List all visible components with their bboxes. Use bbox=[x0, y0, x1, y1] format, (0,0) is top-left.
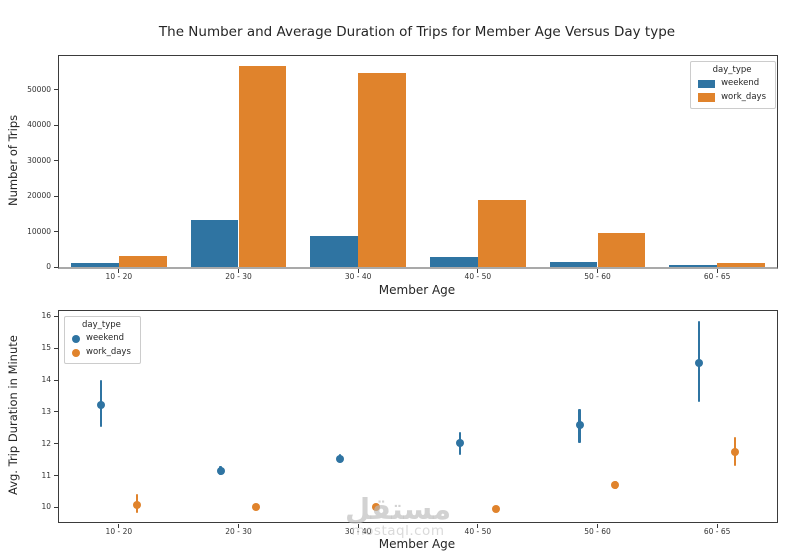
data-point-work_days bbox=[372, 502, 381, 511]
y-tick-label: 11 bbox=[41, 470, 51, 480]
y-tick-label: 13 bbox=[41, 406, 51, 416]
bar-weekend bbox=[70, 263, 119, 267]
x-tick-mark bbox=[597, 269, 598, 273]
bar-work_days bbox=[358, 73, 407, 267]
y-tick-mark bbox=[54, 160, 58, 162]
x-tick-mark bbox=[118, 524, 120, 528]
y-tick-label: 16 bbox=[41, 311, 51, 321]
data-point-weekend bbox=[575, 420, 584, 429]
workdays-dot-icon bbox=[72, 348, 80, 357]
y-tick-label: 12 bbox=[41, 438, 51, 448]
y-tick-label: 50000 bbox=[27, 84, 51, 94]
x-tick-label: 40 - 50 bbox=[464, 527, 492, 536]
y-tick-mark bbox=[54, 506, 58, 508]
y-tick-mark bbox=[54, 443, 58, 445]
x-tick-mark bbox=[357, 524, 359, 528]
y-tick-mark bbox=[54, 124, 58, 126]
legend-label-workdays: work_days bbox=[86, 346, 131, 357]
x-tick-label: 40 - 50 bbox=[464, 272, 492, 281]
bar-work_days bbox=[238, 66, 287, 267]
y-tick-mark bbox=[54, 411, 58, 413]
x-tick-mark bbox=[597, 524, 598, 528]
data-point-weekend bbox=[695, 358, 704, 367]
bar-weekend bbox=[669, 265, 718, 267]
y-tick-mark bbox=[54, 266, 58, 268]
y-tick-label: 10000 bbox=[27, 226, 51, 236]
bar-work_days bbox=[597, 232, 646, 267]
weekend-swatch-icon bbox=[698, 79, 716, 89]
point-plot-y-axis-label: Avg. Trip Duration in Minute bbox=[6, 335, 20, 496]
x-tick-label: 30 - 40 bbox=[344, 527, 372, 536]
legend-item-weekend: weekend bbox=[698, 78, 766, 89]
legend-item-workdays: work_days bbox=[72, 347, 131, 358]
data-point-weekend bbox=[96, 400, 105, 409]
bar-chart-legend: day_type weekend work_days bbox=[690, 61, 776, 110]
x-tick-mark bbox=[238, 524, 239, 528]
y-tick-mark bbox=[54, 231, 58, 233]
x-tick-label: 50 - 60 bbox=[584, 527, 611, 536]
y-tick-mark bbox=[54, 347, 58, 349]
data-point-weekend bbox=[455, 438, 464, 447]
point-plot-axes: day_type weekend work_days 10 11 12 13 14 15 1… bbox=[41, 310, 778, 536]
y-tick-mark bbox=[54, 89, 58, 91]
x-tick-mark bbox=[716, 269, 718, 273]
x-tick-label: 60 - 65 bbox=[703, 272, 731, 281]
bar-weekend bbox=[549, 262, 598, 267]
y-tick-mark bbox=[54, 475, 58, 477]
workdays-swatch-icon bbox=[698, 93, 716, 102]
y-tick-label: 15 bbox=[41, 343, 51, 353]
y-tick-label: 0 bbox=[46, 262, 51, 271]
y-tick-label: 40000 bbox=[27, 120, 51, 130]
x-tick-label: 10 - 20 bbox=[105, 272, 133, 281]
y-tick-mark bbox=[54, 315, 58, 317]
weekend-dot-icon bbox=[72, 335, 80, 344]
bar-work_days bbox=[717, 262, 766, 267]
legend-label-weekend: weekend bbox=[86, 333, 125, 344]
legend-item-workdays: work_days bbox=[698, 92, 766, 103]
x-tick-label: 60 - 65 bbox=[703, 527, 731, 536]
data-point-weekend bbox=[336, 454, 345, 463]
x-tick-label: 20 - 30 bbox=[225, 272, 252, 281]
x-tick-mark bbox=[716, 524, 718, 528]
x-tick-mark bbox=[477, 269, 479, 273]
y-tick-mark bbox=[54, 195, 58, 197]
bar-weekend bbox=[310, 235, 359, 267]
data-point-work_days bbox=[132, 500, 141, 509]
legend-label-weekend: weekend bbox=[721, 78, 760, 89]
chart-title: The Number and Average Duration of Trips… bbox=[158, 24, 676, 40]
x-tick-mark bbox=[477, 524, 479, 528]
data-point-work_days bbox=[252, 502, 261, 511]
legend-title: day_type bbox=[82, 320, 121, 330]
x-tick-mark bbox=[118, 269, 120, 273]
x-tick-label: 50 - 60 bbox=[584, 272, 611, 281]
x-tick-label: 10 - 20 bbox=[105, 527, 133, 536]
bar-chart-axes: day_type weekend work_days 0 10000 20000 30… bbox=[27, 55, 778, 281]
legend-title: day_type bbox=[712, 65, 752, 75]
data-point-weekend bbox=[216, 466, 225, 475]
point-plot-legend: day_type weekend work_days bbox=[64, 316, 141, 365]
x-tick-mark bbox=[357, 269, 359, 273]
y-tick-label: 14 bbox=[41, 375, 51, 385]
y-tick-label: 20000 bbox=[27, 191, 51, 201]
bar-work_days bbox=[118, 256, 167, 267]
bar-chart-y-axis-label: Number of Trips bbox=[6, 114, 20, 207]
bar-work_days bbox=[477, 199, 526, 267]
point-plot-x-axis-label: Member Age bbox=[378, 537, 456, 551]
bar-weekend bbox=[190, 220, 239, 267]
data-point-work_days bbox=[611, 481, 620, 490]
x-tick-mark bbox=[238, 269, 239, 273]
bar-chart-x-axis-label: Member Age bbox=[378, 283, 456, 297]
y-tick-mark bbox=[54, 379, 58, 381]
data-point-work_days bbox=[731, 448, 740, 457]
x-tick-label: 30 - 40 bbox=[344, 272, 372, 281]
legend-item-weekend: weekend bbox=[72, 333, 131, 344]
y-tick-label: 30000 bbox=[27, 155, 51, 165]
bar-weekend bbox=[429, 256, 478, 267]
data-point-work_days bbox=[491, 504, 500, 513]
legend-label-workdays: work_days bbox=[721, 91, 766, 102]
y-tick-label: 10 bbox=[41, 502, 51, 512]
x-tick-label: 20 - 30 bbox=[225, 527, 252, 536]
